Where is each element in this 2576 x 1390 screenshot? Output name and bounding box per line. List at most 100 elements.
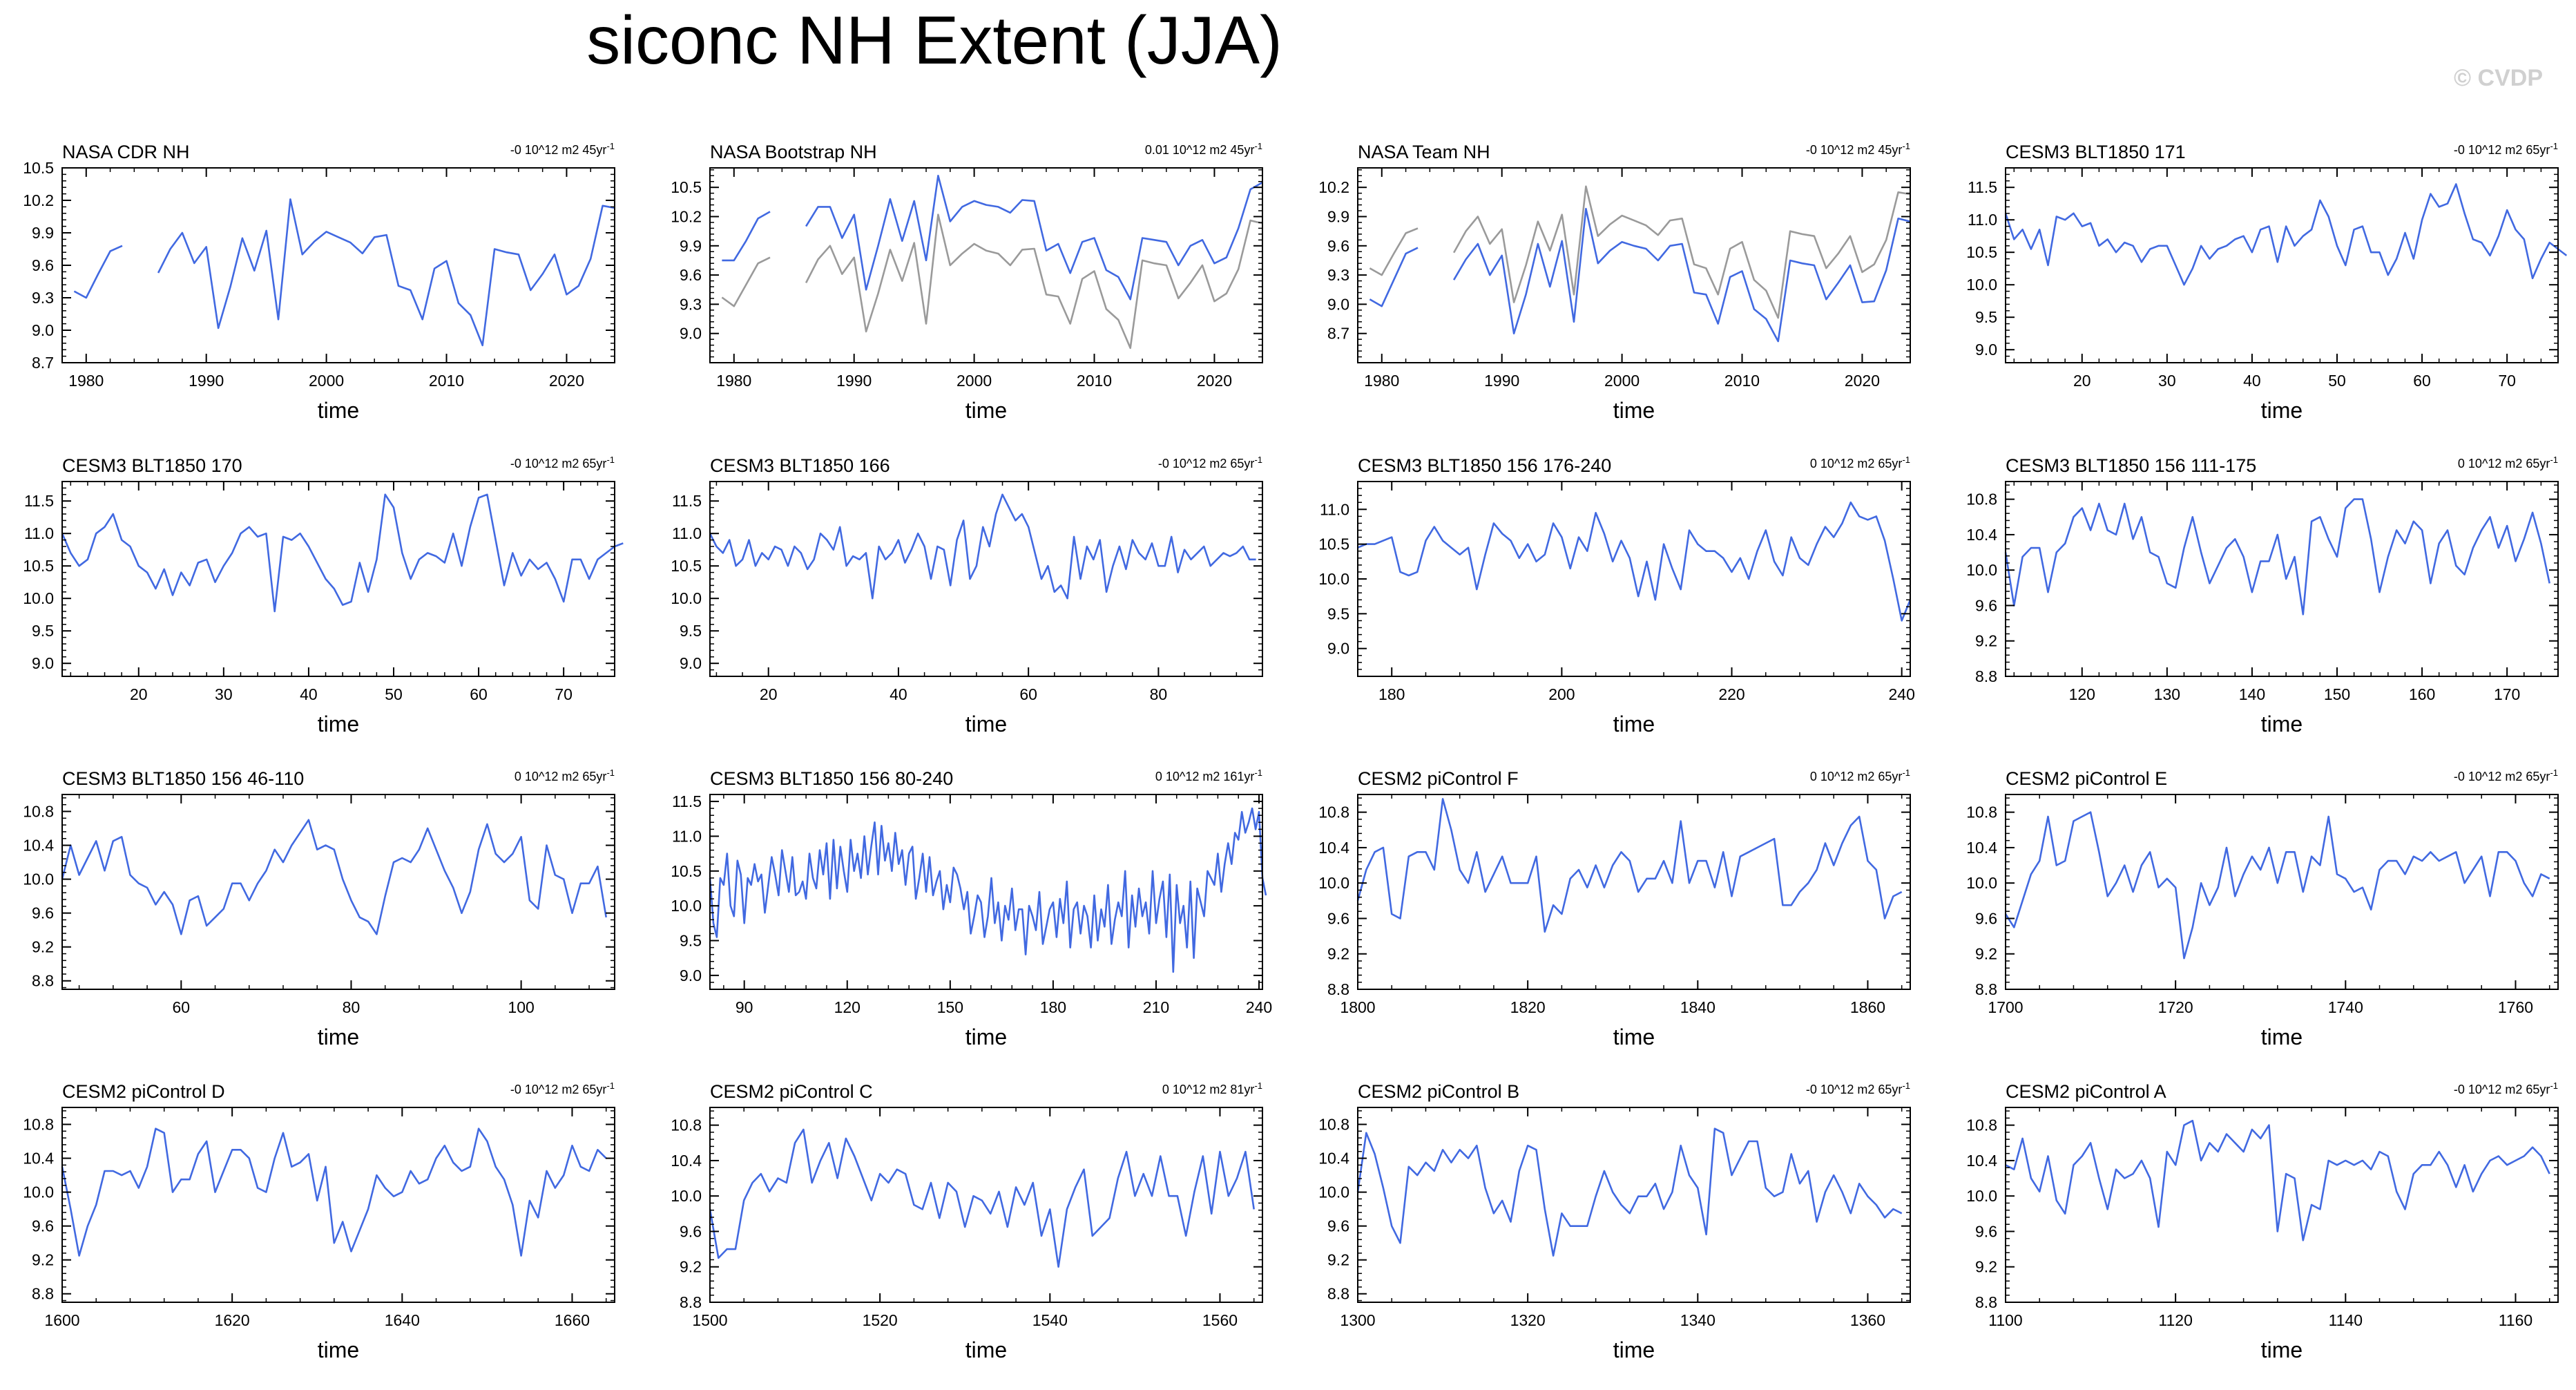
y-tick-label: 8.8 — [1975, 980, 1997, 998]
series-line — [2005, 1119, 2550, 1241]
trend-label: 0 10^12 m2 65yr-1 — [1810, 455, 1910, 470]
trend-exponent: -1 — [2550, 1080, 2558, 1091]
series-line — [1369, 207, 1911, 343]
y-tick-label: 10.0 — [1318, 1183, 1349, 1201]
x-tick-label: 140 — [2239, 685, 2265, 703]
x-tick-label: 1800 — [1340, 998, 1375, 1016]
x-tick-label: 1640 — [385, 1311, 420, 1329]
trend-exponent: -1 — [606, 455, 615, 465]
x-tick-label: 2000 — [309, 372, 344, 390]
plot-frame — [1357, 1107, 1911, 1303]
x-tick-label: 240 — [1889, 685, 1915, 703]
series-line — [722, 175, 1263, 301]
y-tick-label: 8.8 — [32, 972, 54, 990]
trend-label: -0 10^12 m2 65yr-1 — [1806, 1080, 1910, 1096]
chart-panel: 8.8 9.2 9.6 10.0 10.4 10.8 1700 1720 1740 1760 CES… — [1966, 768, 2559, 1049]
x-tick-label: 2000 — [957, 372, 992, 390]
y-tick-label: 9.2 — [32, 1251, 54, 1269]
y-tick-label: 9.5 — [1975, 308, 1997, 326]
x-tick-label: 2020 — [1845, 372, 1880, 390]
panel-title: CESM3 BLT1850 170 — [62, 455, 242, 476]
y-tick-label: 10.0 — [671, 589, 702, 607]
x-tick-label: 1820 — [1510, 998, 1546, 1016]
x-tick-label: 80 — [1150, 685, 1168, 703]
trend-exponent: -1 — [2550, 455, 2558, 465]
chart-panel: 8.8 9.2 9.6 10.0 10.4 10.8 120 130 140 150 160 170 C… — [1966, 455, 2559, 736]
x-axis-label: time — [965, 1025, 1007, 1049]
y-tick-label: 10.8 — [1966, 1116, 1997, 1134]
y-tick-label: 9.5 — [1327, 604, 1349, 622]
x-tick-label: 160 — [2409, 685, 2435, 703]
trend-exponent: -1 — [2550, 141, 2558, 151]
y-tick-label: 9.5 — [32, 622, 54, 640]
x-axis-label: time — [2261, 712, 2303, 736]
chart-panel: 8.8 9.2 9.6 10.0 10.4 10.8 1300 1320 1340 1360 CES… — [1318, 1080, 1911, 1362]
x-axis-label: time — [318, 712, 359, 736]
x-tick-label: 60 — [173, 998, 191, 1016]
x-tick-label: 2010 — [1077, 372, 1112, 390]
panel-title: CESM3 BLT1850 156 176-240 — [1358, 455, 1611, 476]
trend-exponent: -1 — [606, 1080, 615, 1091]
x-tick-label: 220 — [1718, 685, 1744, 703]
x-tick-label: 130 — [2154, 685, 2180, 703]
x-tick-label: 40 — [300, 685, 318, 703]
y-tick-label: 10.8 — [1966, 491, 1997, 508]
panel-grid: 8.7 9.0 9.3 9.6 9.9 10.2 10.5 1980 1990 2000 2010 2… — [23, 141, 2568, 1362]
y-tick-label: 10.4 — [1318, 1150, 1349, 1168]
x-tick-label: 1500 — [692, 1311, 727, 1329]
x-tick-label: 80 — [343, 998, 361, 1016]
x-tick-label: 1620 — [215, 1311, 250, 1329]
chart-panel: 9.0 9.5 10.0 10.5 11.0 11.5 20 40 60 80 CESM3 BLT1… — [671, 455, 1263, 736]
plot-frame — [61, 481, 615, 677]
series-line — [709, 807, 1267, 973]
x-tick-label: 180 — [1378, 685, 1405, 703]
y-tick-label: 10.0 — [1966, 561, 1997, 579]
x-tick-label: 50 — [2328, 372, 2346, 390]
x-axis-label: time — [1613, 1337, 1655, 1362]
panel-title: CESM2 piControl E — [2006, 768, 2167, 789]
chart-panel: 9.0 9.5 10.0 10.5 11.0 11.5 90 120 150 180 210 240 C… — [671, 768, 1272, 1049]
y-tick-label: 10.0 — [1966, 1187, 1997, 1205]
y-tick-label: 10.0 — [23, 1183, 54, 1201]
x-tick-label: 1990 — [836, 372, 872, 390]
series-line — [73, 198, 615, 347]
series-line — [1356, 1127, 1903, 1257]
x-tick-label: 20 — [2073, 372, 2091, 390]
series-line — [61, 819, 607, 935]
x-tick-label: 1140 — [2329, 1311, 2363, 1329]
chart-panel: 8.8 9.2 9.6 10.0 10.4 10.8 1500 1520 1540 1560 CES… — [671, 1080, 1263, 1362]
chart-panel: 8.8 9.2 9.6 10.0 10.4 10.8 1600 1620 1640 1660 CES… — [23, 1080, 615, 1362]
trend-exponent: -1 — [2550, 768, 2558, 778]
panel-title: NASA Bootstrap NH — [710, 142, 877, 162]
y-tick-label: 9.6 — [1975, 596, 1997, 614]
series-line — [709, 1128, 1255, 1268]
y-tick-label: 10.8 — [1318, 1116, 1349, 1134]
plot-frame — [2005, 481, 2559, 677]
y-tick-label: 10.8 — [1966, 803, 1997, 821]
x-tick-label: 90 — [736, 998, 753, 1016]
chart-panel: 8.8 9.2 9.6 10.0 10.4 10.8 1800 1820 1840 1860 CES… — [1318, 768, 1911, 1049]
y-tick-label: 10.5 — [671, 862, 702, 880]
chart-panel: 9.0 9.5 10.0 10.5 11.0 11.5 20 30 40 50 60 70 CESM3 … — [23, 455, 624, 736]
y-tick-label: 9.6 — [1975, 909, 1997, 927]
panel-title: CESM3 BLT1850 156 111-175 — [2006, 455, 2256, 476]
plot-frame — [709, 794, 1263, 990]
x-axis-label: time — [965, 712, 1007, 736]
y-tick-label: 9.2 — [1327, 1251, 1349, 1269]
x-tick-label: 30 — [215, 685, 233, 703]
panel-title: CESM3 BLT1850 156 46-110 — [62, 768, 304, 789]
x-tick-label: 2020 — [549, 372, 584, 390]
chart-panel: 8.7 9.0 9.3 9.6 9.9 10.2 10.5 1980 1990 2000 2010 2… — [23, 141, 615, 423]
series-line — [2004, 498, 2550, 616]
panel-title: CESM3 BLT1850 166 — [710, 455, 890, 476]
series-line — [1356, 798, 1903, 933]
trend-exponent: -1 — [1254, 141, 1262, 151]
y-tick-label: 10.0 — [23, 589, 54, 607]
x-tick-label: 50 — [385, 685, 403, 703]
x-tick-label: 170 — [2494, 685, 2520, 703]
x-tick-label: 2010 — [429, 372, 464, 390]
trend-label: -0 10^12 m2 65yr-1 — [2454, 141, 2558, 157]
y-tick-label: 9.3 — [680, 295, 702, 313]
trend-exponent: -1 — [1254, 1080, 1262, 1091]
x-axis-label: time — [1613, 398, 1655, 423]
